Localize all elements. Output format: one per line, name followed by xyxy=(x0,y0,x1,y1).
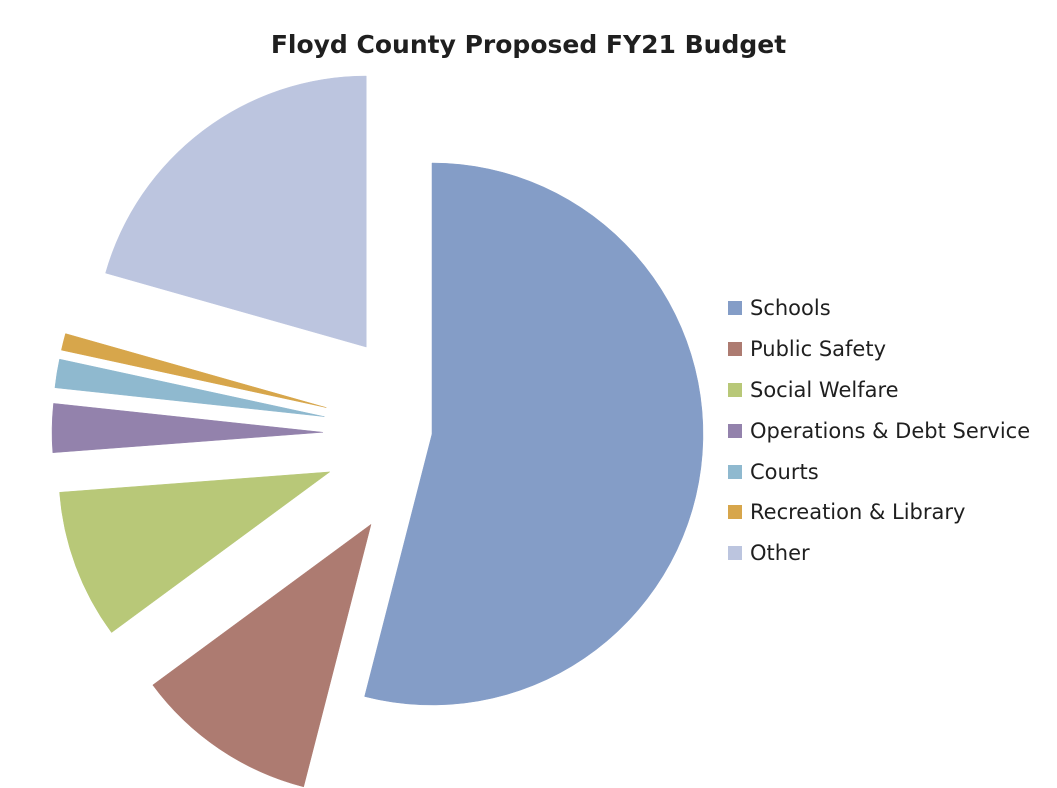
legend-label: Schools xyxy=(750,296,831,321)
pie-slice-recreation-and-library xyxy=(61,333,327,408)
legend-label: Operations & Debt Service xyxy=(750,418,1031,443)
pie-slice-social-welfare xyxy=(59,471,331,633)
legend-swatch xyxy=(728,423,742,438)
pie-slice-schools xyxy=(364,162,704,706)
legend-item-courts: Courts xyxy=(728,451,1030,492)
legend-swatch xyxy=(728,546,742,561)
legend-swatch xyxy=(728,464,742,479)
legend-item-recreation-and-library: Recreation & Library xyxy=(728,492,1030,533)
legend-swatch xyxy=(728,342,742,357)
legend-item-schools: Schools xyxy=(728,288,1030,329)
legend-swatch xyxy=(728,301,742,316)
pie-slice-public-safety xyxy=(152,523,372,788)
legend-item-social-welfare: Social Welfare xyxy=(728,370,1030,411)
legend-label: Social Welfare xyxy=(750,377,899,402)
legend-swatch xyxy=(728,382,742,397)
legend-item-public-safety: Public Safety xyxy=(728,329,1030,370)
legend-item-other: Other xyxy=(728,533,1030,574)
legend-label: Recreation & Library xyxy=(750,500,966,525)
pie-slice-other xyxy=(105,75,367,348)
legend-label: Public Safety xyxy=(750,337,886,362)
pie-slice-operations-and-debt-service xyxy=(51,403,324,453)
legend: Schools Public Safety Social Welfare Operat… xyxy=(728,288,1030,574)
legend-label: Other xyxy=(750,541,810,566)
legend-item-operations-and-debt-service: Operations & Debt Service xyxy=(728,410,1030,451)
legend-swatch xyxy=(728,505,742,520)
pie-slice-courts xyxy=(54,358,325,417)
chart-title: Floyd County Proposed FY21 Budget xyxy=(270,30,787,59)
legend-label: Courts xyxy=(750,459,819,484)
